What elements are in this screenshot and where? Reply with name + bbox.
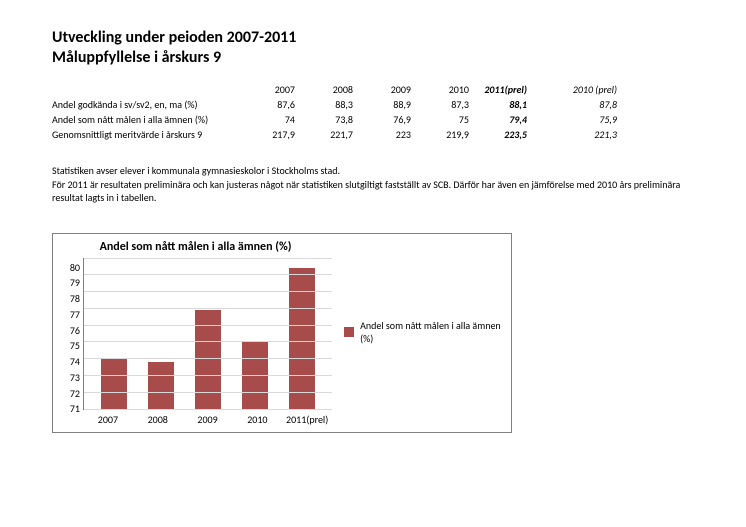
bar-chart: Andel som nått målen i alla ämnen (%) 80… xyxy=(52,233,512,433)
cell: 87,3 xyxy=(411,97,469,112)
row-label: Andel som nått målen i alla ämnen (%) xyxy=(52,112,237,127)
cell: 74 xyxy=(237,112,295,127)
cell: 88,9 xyxy=(353,97,411,112)
cell: 221,7 xyxy=(295,127,353,142)
y-tick: 76 xyxy=(59,326,80,336)
x-tick: 2010 xyxy=(232,410,282,426)
col-header: 2011(prel) xyxy=(469,82,527,97)
grid-line xyxy=(84,358,332,359)
row-label: Andel godkända i sv/sv2, en, ma (%) xyxy=(52,97,237,112)
chart-legend: Andel som nått målen i alla ämnen (%) xyxy=(332,238,505,426)
y-tick: 73 xyxy=(59,373,80,383)
grid-line xyxy=(84,375,332,376)
cell: 221,3 xyxy=(527,127,617,142)
y-tick: 72 xyxy=(59,389,80,399)
x-tick: 2008 xyxy=(133,410,183,426)
bar xyxy=(289,268,315,409)
y-tick: 78 xyxy=(59,294,80,304)
table-row: Andel godkända i sv/sv2, en, ma (%) 87,6… xyxy=(52,97,617,112)
plot-area xyxy=(83,258,332,410)
x-axis: 20072008200920102011(prel) xyxy=(59,410,332,426)
cell: 217,9 xyxy=(237,127,295,142)
grid-line xyxy=(84,258,332,259)
note-line: Statistiken avser elever i kommunala gym… xyxy=(52,164,692,178)
data-table: 2007 2008 2009 2010 2011(prel) 2010 (pre… xyxy=(52,82,706,142)
grid-line xyxy=(84,325,332,326)
cell: 88,1 xyxy=(469,97,527,112)
grid-line xyxy=(84,274,332,275)
y-tick: 77 xyxy=(59,310,80,320)
cell: 223 xyxy=(353,127,411,142)
col-header: 2010 (prel) xyxy=(527,82,617,97)
cell: 219,9 xyxy=(411,127,469,142)
note-line: För 2011 är resultaten preliminära och k… xyxy=(52,178,692,205)
cell: 75,9 xyxy=(527,112,617,127)
footnote: Statistiken avser elever i kommunala gym… xyxy=(52,164,692,205)
grid-line xyxy=(84,308,332,309)
title-line-2: Måluppfyllelse i årskurs 9 xyxy=(52,48,706,68)
col-header: 2010 xyxy=(411,82,469,97)
cell: 76,9 xyxy=(353,112,411,127)
grid-line xyxy=(84,392,332,393)
row-label: Genomsnittligt meritvärde i årskurs 9 xyxy=(52,127,237,142)
grid-line xyxy=(84,341,332,342)
y-tick: 74 xyxy=(59,357,80,367)
grid-line xyxy=(84,409,332,410)
col-header: 2009 xyxy=(353,82,411,97)
cell: 87,8 xyxy=(527,97,617,112)
x-tick: 2009 xyxy=(183,410,233,426)
table-row: Andel som nått målen i alla ämnen (%) 74… xyxy=(52,112,617,127)
table-row: Genomsnittligt meritvärde i årskurs 9 21… xyxy=(52,127,617,142)
legend-label: Andel som nått målen i alla ämnen (%) xyxy=(360,319,505,345)
legend-swatch xyxy=(344,327,354,337)
table-header-row: 2007 2008 2009 2010 2011(prel) 2010 (pre… xyxy=(52,82,617,97)
cell: 79,4 xyxy=(469,112,527,127)
cell: 88,3 xyxy=(295,97,353,112)
title-line-1: Utveckling under peioden 2007-2011 xyxy=(52,28,706,48)
x-tick: 2007 xyxy=(83,410,133,426)
y-tick: 71 xyxy=(59,404,80,414)
chart-title: Andel som nått målen i alla ämnen (%) xyxy=(59,238,332,258)
col-header: 2008 xyxy=(295,82,353,97)
cell: 73,8 xyxy=(295,112,353,127)
y-tick: 75 xyxy=(59,341,80,351)
cell: 223,5 xyxy=(469,127,527,142)
cell: 75 xyxy=(411,112,469,127)
bar xyxy=(148,362,174,409)
bar xyxy=(101,358,127,408)
y-tick: 80 xyxy=(59,263,80,273)
y-tick: 79 xyxy=(59,278,80,288)
col-header: 2007 xyxy=(237,82,295,97)
grid-line xyxy=(84,291,332,292)
x-tick: 2011(prel) xyxy=(282,410,332,426)
cell: 87,6 xyxy=(237,97,295,112)
y-axis: 80797877767574737271 xyxy=(59,258,83,410)
